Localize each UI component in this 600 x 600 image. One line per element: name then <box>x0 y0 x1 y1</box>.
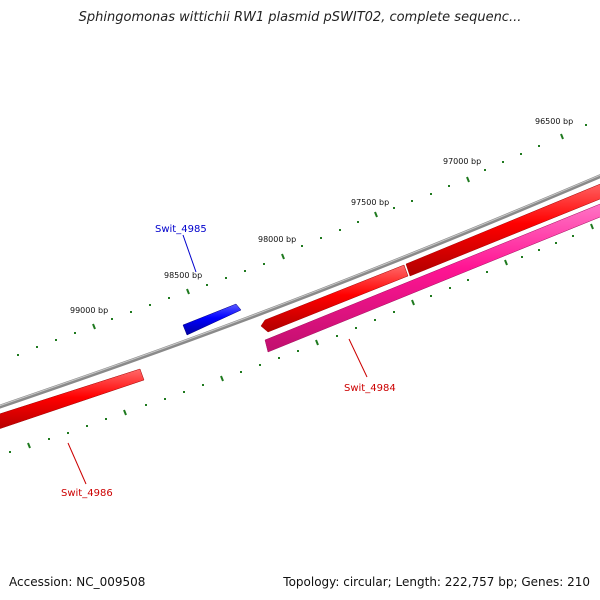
tick-major <box>504 259 508 266</box>
gene-arrow-swit-4984-forward[interactable] <box>260 264 409 333</box>
tick-minor <box>164 398 166 400</box>
gene-label-swit-4985[interactable]: Swit_4985 <box>155 224 207 235</box>
tick-minor <box>484 169 486 171</box>
tick-minor <box>555 242 557 244</box>
tick-minor <box>538 145 540 147</box>
tick-minor <box>520 153 522 155</box>
tick-minor <box>430 193 432 195</box>
tick-major <box>123 409 127 416</box>
tick-minor <box>74 332 76 334</box>
plasmid-backbone <box>0 174 600 409</box>
tick-minor <box>145 404 147 406</box>
tick-label-98500: 98500 bp <box>164 271 202 280</box>
tick-label-97500: 97500 bp <box>351 198 389 207</box>
tick-minor <box>448 185 450 187</box>
tick-major <box>186 288 190 295</box>
tick-label-98000: 98000 bp <box>258 235 296 244</box>
tick-minor <box>67 432 69 434</box>
topology-summary-text: Topology: circular; Length: 222,757 bp; … <box>283 575 590 589</box>
gene-arrow-upstream-forward[interactable] <box>405 180 600 277</box>
tick-minor <box>374 319 376 321</box>
leader-line-swit-4986 <box>67 442 87 485</box>
tick-major <box>220 375 224 382</box>
gene-arrow-swit-4986[interactable] <box>0 368 145 432</box>
tick-major <box>92 323 96 330</box>
gene-arrow-swit-4985[interactable] <box>182 303 242 336</box>
map-title: Sphingomonas wittichii RW1 plasmid pSWIT… <box>78 10 522 25</box>
tick-label-97000: 97000 bp <box>443 157 481 166</box>
tick-minor <box>449 287 451 289</box>
tick-minor <box>357 221 359 223</box>
tick-minor <box>149 304 151 306</box>
tick-major <box>411 299 415 306</box>
leader-line-swit-4985 <box>182 234 197 273</box>
tick-minor <box>130 311 132 313</box>
tick-minor <box>206 284 208 286</box>
tick-minor <box>278 357 280 359</box>
gene-label-swit-4984[interactable]: Swit_4984 <box>344 383 396 394</box>
tick-minor <box>225 277 227 279</box>
tick-minor <box>572 235 574 237</box>
tick-minor <box>48 438 50 440</box>
tick-major <box>27 442 31 449</box>
outer-tick-ring <box>17 124 587 356</box>
tick-minor <box>411 200 413 202</box>
tick-minor <box>502 161 504 163</box>
tick-minor <box>393 311 395 313</box>
tick-minor <box>320 237 322 239</box>
tick-minor <box>240 371 242 373</box>
tick-minor <box>111 318 113 320</box>
tick-minor <box>17 354 19 356</box>
tick-minor <box>202 384 204 386</box>
inner-tick-ring <box>9 223 594 453</box>
tick-minor <box>467 279 469 281</box>
tick-minor <box>393 207 395 209</box>
tick-major <box>466 176 470 183</box>
tick-label-99000: 99000 bp <box>70 306 108 315</box>
tick-minor <box>36 346 38 348</box>
tick-minor <box>244 270 246 272</box>
tick-minor <box>521 256 523 258</box>
tick-minor <box>259 364 261 366</box>
tick-minor <box>301 245 303 247</box>
tick-minor <box>585 124 587 126</box>
tick-minor <box>339 229 341 231</box>
tick-major <box>315 339 319 346</box>
tick-major <box>590 223 594 230</box>
tick-minor <box>263 263 265 265</box>
tick-minor <box>55 339 57 341</box>
leader-line-swit-4984 <box>348 338 368 378</box>
tick-major <box>560 133 564 140</box>
tick-minor <box>430 295 432 297</box>
tick-minor <box>183 391 185 393</box>
tick-minor <box>297 350 299 352</box>
tick-minor <box>86 425 88 427</box>
tick-minor <box>538 249 540 251</box>
tick-minor <box>9 451 11 453</box>
tick-minor <box>486 271 488 273</box>
tick-minor <box>168 297 170 299</box>
gene-arrow-reverse-strand[interactable] <box>264 200 600 353</box>
accession-text: Accession: NC_009508 <box>9 575 146 589</box>
tick-label-96500: 96500 bp <box>535 117 573 126</box>
tick-minor <box>105 418 107 420</box>
tick-minor <box>355 327 357 329</box>
gene-label-swit-4986[interactable]: Swit_4986 <box>61 488 113 499</box>
plasmid-backbone-highlight <box>0 174 600 407</box>
tick-major <box>374 211 378 218</box>
tick-major <box>281 253 285 260</box>
tick-minor <box>336 335 338 337</box>
